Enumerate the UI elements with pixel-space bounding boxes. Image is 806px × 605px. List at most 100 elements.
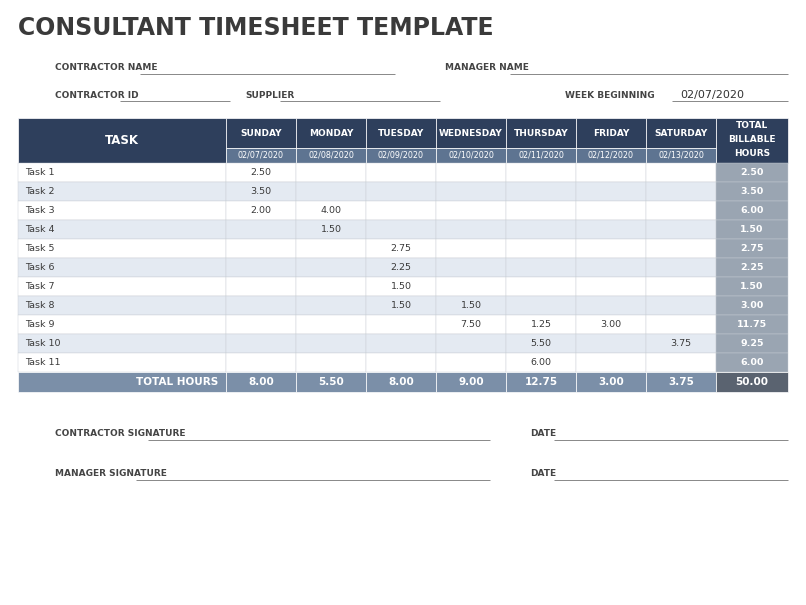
Bar xyxy=(576,277,646,296)
Bar xyxy=(226,220,296,239)
Bar xyxy=(646,148,716,163)
Bar xyxy=(226,296,296,315)
Text: 02/13/2020: 02/13/2020 xyxy=(658,151,704,160)
Bar xyxy=(366,296,436,315)
Bar xyxy=(506,182,576,201)
Bar xyxy=(296,118,366,148)
Bar xyxy=(716,277,788,296)
Bar xyxy=(436,163,506,182)
Bar xyxy=(296,148,366,163)
Text: 1.50: 1.50 xyxy=(390,301,412,310)
Text: 8.00: 8.00 xyxy=(248,377,274,387)
Bar xyxy=(436,315,506,334)
Bar xyxy=(18,182,226,201)
Bar xyxy=(506,334,576,353)
Text: 2.50: 2.50 xyxy=(251,168,272,177)
Bar xyxy=(436,182,506,201)
Text: Task 2: Task 2 xyxy=(25,187,55,196)
Bar xyxy=(646,258,716,277)
Bar xyxy=(366,258,436,277)
Bar xyxy=(716,296,788,315)
Text: CONSULTANT TIMESHEET TEMPLATE: CONSULTANT TIMESHEET TEMPLATE xyxy=(18,16,493,40)
Bar xyxy=(226,148,296,163)
Text: 4.00: 4.00 xyxy=(321,206,342,215)
Bar xyxy=(296,296,366,315)
Bar xyxy=(576,239,646,258)
Bar xyxy=(716,182,788,201)
Text: 02/07/2020: 02/07/2020 xyxy=(680,90,744,100)
Bar xyxy=(436,201,506,220)
Bar xyxy=(506,296,576,315)
Bar xyxy=(296,353,366,372)
Bar xyxy=(506,239,576,258)
Text: BILLABLE: BILLABLE xyxy=(729,136,775,145)
Bar xyxy=(226,118,296,148)
Text: Task 1: Task 1 xyxy=(25,168,55,177)
Text: 50.00: 50.00 xyxy=(736,377,768,387)
Bar xyxy=(716,353,788,372)
Bar xyxy=(18,372,226,392)
Bar xyxy=(18,220,226,239)
Text: 1.50: 1.50 xyxy=(741,282,764,291)
Bar xyxy=(296,315,366,334)
Bar xyxy=(436,148,506,163)
Bar xyxy=(296,239,366,258)
Text: 3.75: 3.75 xyxy=(668,377,694,387)
Bar xyxy=(576,334,646,353)
Text: HOURS: HOURS xyxy=(734,149,770,159)
Bar xyxy=(226,334,296,353)
Bar xyxy=(366,334,436,353)
Bar xyxy=(646,334,716,353)
Text: 3.50: 3.50 xyxy=(251,187,272,196)
Text: MANAGER NAME: MANAGER NAME xyxy=(445,64,529,73)
Bar xyxy=(366,118,436,148)
Bar xyxy=(296,277,366,296)
Text: 3.75: 3.75 xyxy=(671,339,692,348)
Text: 12.75: 12.75 xyxy=(525,377,558,387)
Bar xyxy=(646,118,716,148)
Text: 9.25: 9.25 xyxy=(740,339,764,348)
Bar xyxy=(436,258,506,277)
Bar xyxy=(436,334,506,353)
Text: 5.50: 5.50 xyxy=(318,377,344,387)
Text: WEDNESDAY: WEDNESDAY xyxy=(439,128,503,137)
Text: 02/08/2020: 02/08/2020 xyxy=(308,151,354,160)
Bar xyxy=(296,201,366,220)
Text: 1.50: 1.50 xyxy=(390,282,412,291)
Text: FRIDAY: FRIDAY xyxy=(592,128,629,137)
Bar xyxy=(226,182,296,201)
Text: Task 5: Task 5 xyxy=(25,244,55,253)
Text: TOTAL: TOTAL xyxy=(736,122,768,131)
Bar xyxy=(366,239,436,258)
Text: CONTRACTOR ID: CONTRACTOR ID xyxy=(55,91,139,99)
Bar xyxy=(18,353,226,372)
Bar xyxy=(366,277,436,296)
Text: 2.00: 2.00 xyxy=(251,206,272,215)
Text: Task 9: Task 9 xyxy=(25,320,55,329)
Bar xyxy=(576,315,646,334)
Bar xyxy=(716,315,788,334)
Text: Task 7: Task 7 xyxy=(25,282,55,291)
Bar xyxy=(506,118,576,148)
Text: 9.00: 9.00 xyxy=(458,377,484,387)
Text: 02/10/2020: 02/10/2020 xyxy=(448,151,494,160)
Text: Task 8: Task 8 xyxy=(25,301,55,310)
Text: 11.75: 11.75 xyxy=(737,320,767,329)
Bar xyxy=(646,296,716,315)
Bar xyxy=(226,372,296,392)
Bar xyxy=(506,315,576,334)
Bar xyxy=(646,182,716,201)
Text: Task 11: Task 11 xyxy=(25,358,60,367)
Text: 7.50: 7.50 xyxy=(460,320,481,329)
Text: 02/09/2020: 02/09/2020 xyxy=(378,151,424,160)
Text: DATE: DATE xyxy=(530,469,556,479)
Text: TOTAL HOURS: TOTAL HOURS xyxy=(135,377,218,387)
Text: 2.75: 2.75 xyxy=(740,244,764,253)
Bar xyxy=(646,315,716,334)
Text: CONTRACTOR NAME: CONTRACTOR NAME xyxy=(55,64,157,73)
Bar xyxy=(646,277,716,296)
Text: 3.00: 3.00 xyxy=(600,320,621,329)
Bar xyxy=(296,334,366,353)
Text: 6.00: 6.00 xyxy=(741,358,764,367)
Bar xyxy=(506,201,576,220)
